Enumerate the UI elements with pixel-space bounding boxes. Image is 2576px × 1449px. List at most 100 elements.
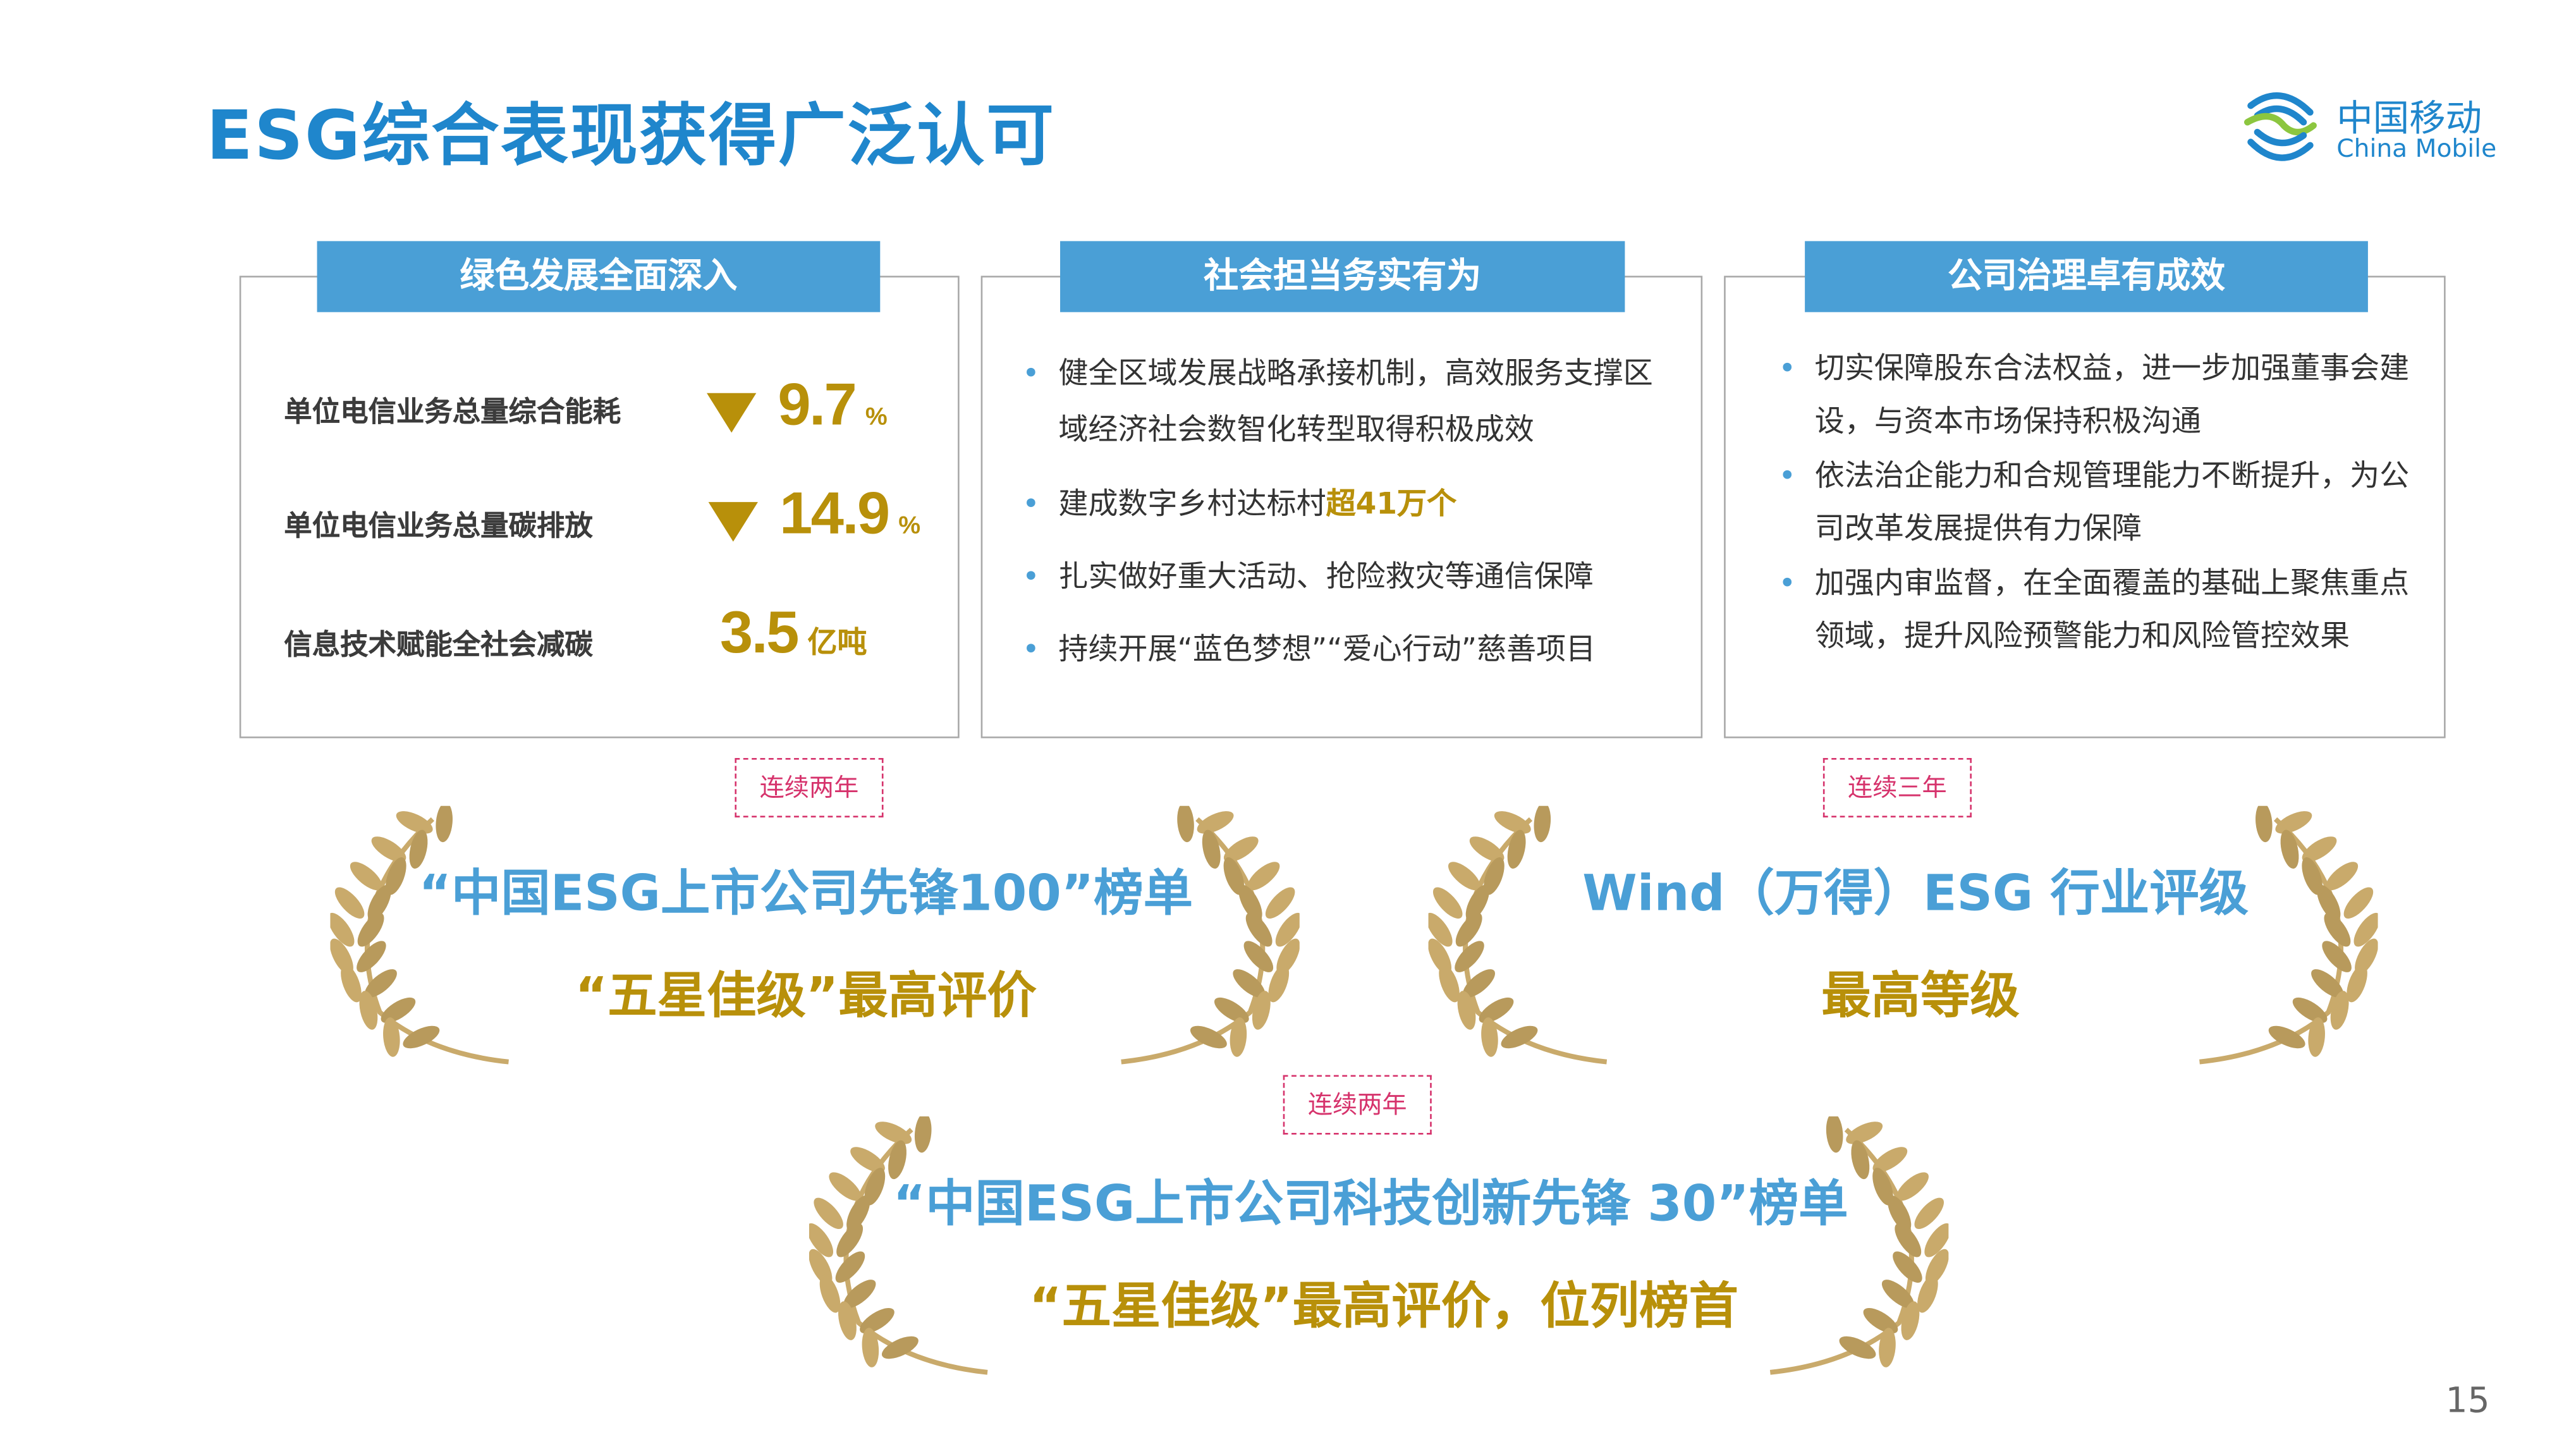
laurel-leaf xyxy=(1534,805,1551,843)
laurel-leaf xyxy=(860,1307,894,1334)
bullet-text: 加强内审监督，在全面覆盖的基础上聚焦重点领域，提升风险预警能力和风险管控效果 xyxy=(1814,566,2410,654)
bullet-dot-icon: • xyxy=(1022,559,1040,595)
laurel-leaf xyxy=(381,997,416,1024)
laurel-leaf xyxy=(1223,857,1245,895)
laurel-leaf xyxy=(1484,857,1505,895)
laurel-leaf xyxy=(359,991,378,1030)
laurel-leaf xyxy=(2311,969,2343,998)
laurel-leaf xyxy=(914,1116,932,1153)
laurel-leaf xyxy=(843,1280,876,1309)
social-bullet-1: • 健全区域发展战略承接机制，高效服务支撑区域经济社会数智化转型取得积极成效 xyxy=(1022,347,1670,460)
panel-green-header: 绿色发展全面深入 xyxy=(317,241,881,312)
bullet-dot-icon: • xyxy=(1022,357,1040,392)
laurel-left-icon xyxy=(1428,805,1608,1065)
page-number: 15 xyxy=(2445,1380,2490,1421)
laurel-leaf xyxy=(1247,862,1280,891)
bullet-text: 健全区域发展战略承接机制，高效服务支撑区域经济社会数智化转型取得积极成效 xyxy=(1058,357,1653,448)
bullet-dot-icon: • xyxy=(1022,632,1040,668)
laurel-leaf xyxy=(888,1140,906,1180)
china-mobile-logo: 中国移动 China Mobile xyxy=(2238,83,2502,174)
metric-carbon-label: 单位电信业务总量碳排放 xyxy=(284,510,593,544)
laurel-leaf xyxy=(1826,1116,1843,1153)
laurel-leaf xyxy=(1233,969,1266,998)
laurel-leaf xyxy=(1432,887,1463,919)
laurel-leaf xyxy=(1917,1275,1938,1313)
laurel-leaf xyxy=(2322,941,2352,972)
laurel-leaf xyxy=(2343,887,2374,919)
laurel-leaf xyxy=(1501,1025,1538,1049)
laurel-leaf xyxy=(1202,829,1221,869)
laurel-leaf xyxy=(365,969,397,998)
award-1-rating: “五星佳级”最高评价 xyxy=(575,967,1037,1026)
laurel-leaf xyxy=(1245,912,1273,947)
laurel-leaf xyxy=(1268,964,1290,1003)
bullet-dot-icon: • xyxy=(1022,487,1040,522)
laurel-leaf xyxy=(2317,884,2341,921)
gov-bullet-2: • 依法治企能力和合规管理能力不断提升，为公司改革发展提供有力保障 xyxy=(1778,451,2409,556)
laurel-leaf xyxy=(383,1017,400,1057)
award-3-title: “中国ESG上市公司科技创新先锋 30”榜单 xyxy=(893,1175,1848,1234)
laurel-leaf xyxy=(2353,912,2378,947)
laurel-leaf xyxy=(819,1275,841,1313)
laurel-leaf xyxy=(1507,829,1526,869)
metric-energy-label: 单位电信业务总量综合能耗 xyxy=(284,396,621,430)
laurel-leaf xyxy=(862,1328,879,1367)
bullet-text: 扎实做好重大活动、抢险救灾等通信保障 xyxy=(1058,559,1594,595)
laurel-leaf xyxy=(1846,1122,1883,1144)
bullet-highlight: 超41万个 xyxy=(1326,487,1457,522)
laurel-leaf xyxy=(1879,1328,1896,1367)
laurel-leaf xyxy=(838,1301,857,1340)
laurel-leaf xyxy=(1238,884,1262,921)
laurel-leaf xyxy=(2302,836,2337,862)
laurel-leaf xyxy=(881,1336,919,1359)
laurel-leaf xyxy=(1924,1223,1949,1257)
laurel-leaf xyxy=(334,887,365,919)
laurel-leaf xyxy=(864,1168,886,1206)
metric-carbon-value: 14.9 xyxy=(779,479,890,547)
laurel-leaf xyxy=(1457,991,1476,1030)
laurel-leaf xyxy=(2280,829,2299,869)
laurel-leaf xyxy=(875,1122,912,1144)
laurel-leaf xyxy=(1197,811,1234,834)
laurel-leaf xyxy=(409,829,428,869)
gov-bullet-3: • 加强内审监督，在全面覆盖的基础上聚焦重点领域，提升风险预警能力和风险管控效果 xyxy=(1778,558,2410,664)
laurel-right-icon xyxy=(1769,1116,1949,1375)
page-title: ESG综合表现获得广泛认可 xyxy=(206,95,1056,175)
metric-carbon-unit: % xyxy=(898,511,921,541)
award-1-tag: 连续两年 xyxy=(735,757,884,818)
laurel-left-icon xyxy=(330,805,509,1065)
laurel-leaf xyxy=(2275,811,2312,834)
china-mobile-logo-icon xyxy=(2243,92,2317,161)
laurel-leaf xyxy=(1252,991,1271,1030)
laurel-leaf xyxy=(1275,912,1300,947)
laurel-leaf xyxy=(1463,969,1496,998)
laurel-leaf xyxy=(1863,1307,1898,1334)
laurel-leaf xyxy=(836,1223,864,1257)
laurel-leaf xyxy=(2347,964,2367,1003)
metric-reduction-value-row: 3.5 亿吨 xyxy=(720,598,867,668)
panel-social-header: 社会担当务实有为 xyxy=(1060,241,1625,312)
award-1-title: “中国ESG上市公司先锋100”榜单 xyxy=(418,865,1193,924)
metric-carbon-value-row: 14.9 % xyxy=(779,479,920,549)
metric-reduction-value: 3.5 xyxy=(719,597,800,666)
laurel-leaf xyxy=(1881,1280,1914,1309)
laurel-leaf xyxy=(1439,964,1460,1003)
social-bullet-3: • 扎实做好重大活动、抢险救灾等通信保障 xyxy=(1022,550,1670,606)
laurel-leaf xyxy=(1230,1017,1247,1057)
laurel-leaf xyxy=(1190,1025,1227,1049)
laurel-leaf xyxy=(2326,862,2359,891)
laurel-leaf xyxy=(1896,1172,1929,1201)
laurel-leaf xyxy=(341,964,362,1003)
panel-social xyxy=(980,276,1703,738)
laurel-leaf xyxy=(1479,997,1514,1024)
laurel-leaf xyxy=(330,912,355,947)
award-3-rating: “五星佳级”最高评价，位列榜首 xyxy=(1029,1278,1738,1336)
bullet-dot-icon: • xyxy=(1778,459,1797,494)
laurel-leaf xyxy=(2330,991,2349,1030)
laurel-leaf xyxy=(2268,1025,2305,1049)
down-triangle-icon xyxy=(708,502,758,542)
laurel-leaf xyxy=(1895,1223,1922,1257)
laurel-leaf xyxy=(2324,912,2351,947)
laurel-leaf xyxy=(403,1025,440,1049)
laurel-leaf xyxy=(1243,941,1274,972)
